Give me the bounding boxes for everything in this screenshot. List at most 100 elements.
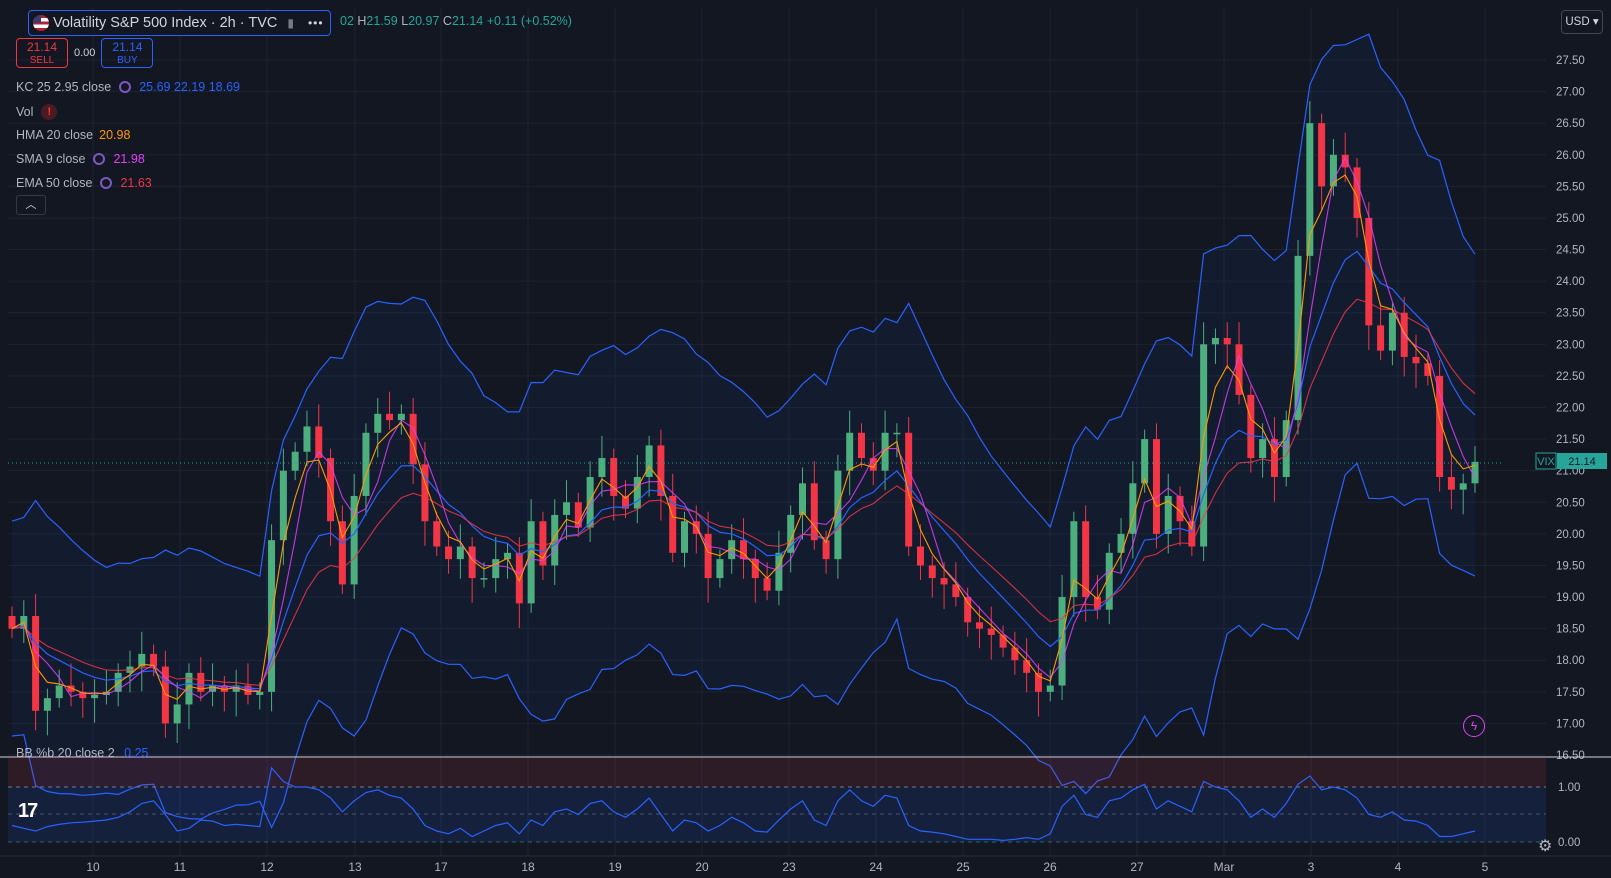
- buy-label: BUY: [117, 55, 138, 66]
- flag-marker-icon[interactable]: ▮: [287, 16, 294, 30]
- candle-body: [409, 413, 417, 465]
- sma-value: 21.98: [113, 152, 145, 166]
- price-tick-label: 18.00: [1556, 655, 1585, 667]
- candle-body: [987, 628, 995, 635]
- time-tick-label: Mar: [1214, 860, 1235, 874]
- candle-body: [445, 546, 453, 560]
- time-tick-label: 18: [521, 860, 535, 874]
- kc-values: 25.69 22.19 18.69: [139, 80, 240, 94]
- candle-body: [1011, 647, 1019, 661]
- time-tick-label: 13: [348, 860, 362, 874]
- bb-label: BB %b 20 close 2: [16, 746, 115, 760]
- open-value: 02: [340, 14, 354, 28]
- indicator-kc[interactable]: KC 25 2.95 close 25.69 22.19 18.69: [16, 80, 240, 94]
- candle-body: [1023, 660, 1031, 673]
- collapse-legend-button[interactable]: ︿: [16, 195, 46, 215]
- vol-label: Vol: [16, 105, 34, 119]
- candle-body: [220, 685, 228, 692]
- change-value: +0.11 (+0.52%): [486, 14, 572, 28]
- price-tag: VIX 21.14: [1535, 452, 1607, 470]
- bb-axis: 1.00 0.00: [1558, 782, 1580, 849]
- indicator-ema[interactable]: EMA 50 close 21.63: [16, 176, 152, 190]
- price-tick-label: 25.00: [1556, 213, 1585, 225]
- hma-label: HMA 20 close: [16, 128, 94, 142]
- high-value: 21.59: [366, 14, 398, 28]
- candle-body: [1259, 439, 1267, 459]
- candle-body: [1223, 338, 1231, 345]
- candle-body: [834, 470, 842, 560]
- sell-button[interactable]: 21.14 SELL: [16, 38, 68, 68]
- more-icon[interactable]: •••: [307, 16, 324, 30]
- price-tag-value: 21.14: [1568, 456, 1596, 468]
- indicator-hma[interactable]: HMA 20 close 20.98: [16, 128, 130, 142]
- time-tick-label: 11: [174, 860, 187, 874]
- indicator-vol[interactable]: Vol !: [16, 104, 58, 120]
- candle-body: [1412, 356, 1420, 364]
- candle-body: [1365, 217, 1373, 326]
- lightning-icon[interactable]: ϟ: [1463, 715, 1485, 737]
- candle-body: [55, 685, 63, 699]
- loading-icon: [100, 177, 113, 189]
- tradingview-logo-icon[interactable]: 17: [18, 800, 38, 822]
- candle-body: [1176, 495, 1184, 522]
- time-tick-label: 12: [260, 860, 274, 874]
- indicator-sma[interactable]: SMA 9 close 21.98: [16, 152, 145, 166]
- candle-body: [775, 552, 783, 591]
- time-tick-label: 4: [1395, 860, 1402, 874]
- price-tick-label: 26.50: [1556, 118, 1585, 130]
- candle-body: [173, 704, 181, 724]
- kc-label: KC 25 2.95 close: [16, 80, 112, 94]
- price-tag-symbol: VIX: [1537, 456, 1555, 468]
- candle-body: [586, 477, 594, 528]
- time-tick-label: 24: [869, 860, 883, 874]
- candle-body: [1306, 123, 1314, 256]
- bb-pct-b-line: [11, 766, 1476, 842]
- candle-body: [704, 533, 712, 579]
- candle-body: [468, 546, 476, 579]
- candle-body: [1329, 154, 1337, 187]
- candle-body: [1141, 439, 1149, 484]
- indicator-bb[interactable]: BB %b 20 close 2 0.25: [16, 746, 149, 760]
- sma-label: SMA 9 close: [16, 152, 86, 166]
- time-tick-label: 5: [1482, 860, 1489, 874]
- sell-price: 21.14: [26, 40, 58, 54]
- ema-label: EMA 50 close: [16, 176, 93, 190]
- candle-body: [303, 426, 311, 452]
- candle-body: [1093, 597, 1101, 610]
- candle-body: [881, 432, 889, 471]
- candle-body: [763, 578, 771, 591]
- price-tick-label: 18.50: [1556, 624, 1585, 636]
- candles: [8, 101, 1479, 743]
- buy-button[interactable]: 21.14 BUY: [101, 38, 154, 68]
- candle-body: [91, 694, 99, 699]
- symbol-title[interactable]: Volatility S&P 500 Index · 2h · TVC ▮ ••…: [28, 10, 331, 36]
- candle-body: [374, 413, 382, 433]
- candle-body: [563, 502, 571, 515]
- price-tick-label: 22.00: [1556, 403, 1585, 415]
- price-tick-label: 24.00: [1556, 276, 1585, 288]
- warning-icon[interactable]: !: [41, 104, 58, 120]
- candle-body: [1424, 363, 1432, 376]
- candle-body: [728, 540, 736, 560]
- low-value: 20.97: [408, 14, 440, 28]
- ema-value: 21.63: [120, 176, 152, 190]
- candle-body: [1105, 552, 1113, 610]
- candle-body: [1082, 521, 1090, 598]
- candle-body: [43, 698, 51, 711]
- candle-body: [32, 616, 40, 711]
- price-tick-label: 23.50: [1556, 308, 1585, 320]
- candle-body: [492, 559, 500, 579]
- symbol-title-text: Volatility S&P 500 Index · 2h · TVC: [53, 15, 278, 31]
- candle-body: [551, 514, 559, 566]
- candle-body: [244, 685, 252, 695]
- currency-selector[interactable]: USD ▾: [1561, 10, 1603, 34]
- gear-icon[interactable]: ⚙: [1538, 838, 1553, 855]
- candle-body: [138, 653, 146, 667]
- candle-body: [740, 540, 747, 560]
- price-tick-label: 22.50: [1556, 371, 1585, 383]
- time-axis: 10 11 12 13 17 18 19 20 23 24 25 26 27 Mar 3 4 5: [86, 860, 1488, 874]
- us-flag-icon: [33, 15, 49, 31]
- bb-value: 0.25: [124, 746, 149, 760]
- keltner-lower-band: [11, 462, 1476, 829]
